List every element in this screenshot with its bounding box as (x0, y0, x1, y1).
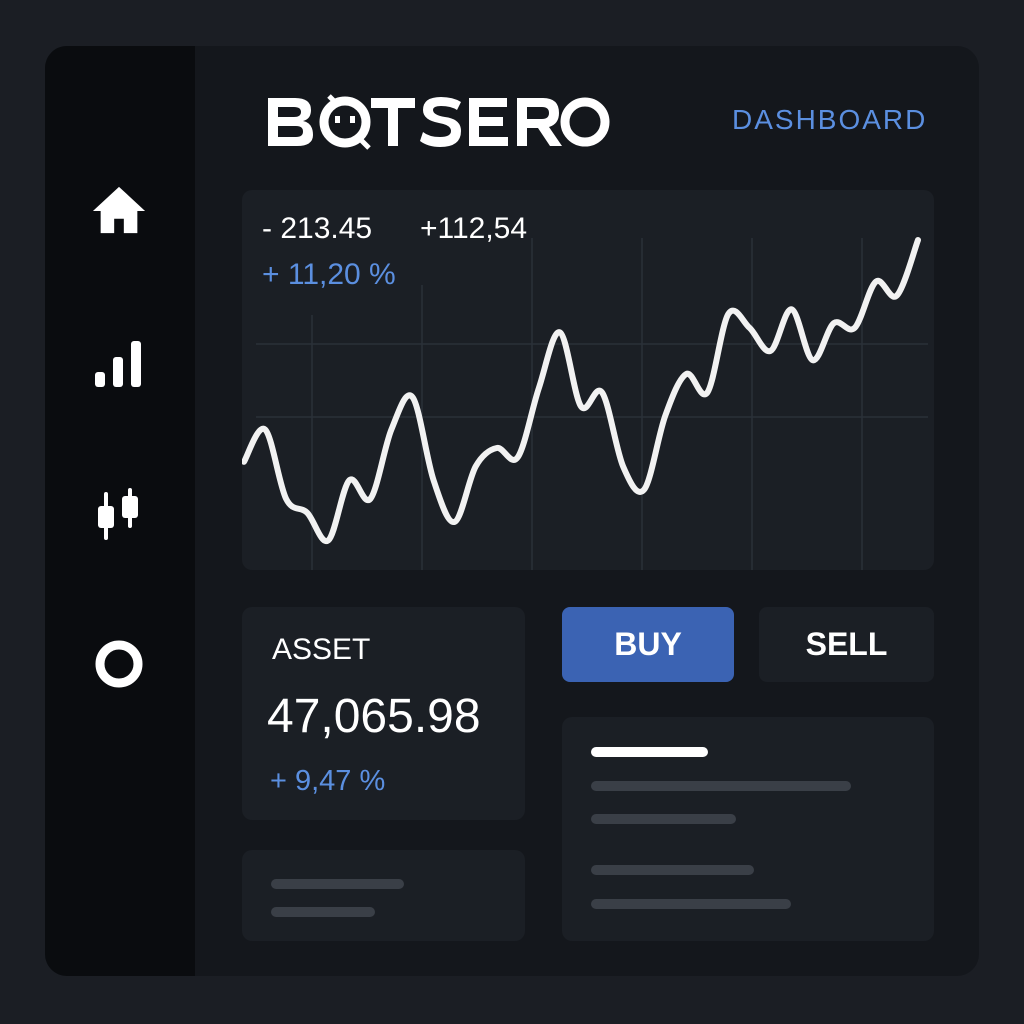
placeholder-card (242, 850, 525, 941)
asset-label: ASSET (272, 633, 371, 666)
change-negative: - 213.45 (262, 212, 373, 245)
sidebar (45, 46, 195, 976)
placeholder-line (591, 865, 754, 875)
placeholder-line (271, 879, 404, 889)
placeholder-heading (591, 747, 708, 757)
home-icon (92, 186, 146, 234)
sidebar-item-trading[interactable] (91, 486, 147, 542)
bar-chart-icon (95, 341, 141, 387)
price-chart: - 213.45 +112,54 + 11,20 % (242, 190, 934, 570)
placeholder-line (591, 899, 791, 909)
asset-value: 47,065.98 (267, 690, 481, 743)
sidebar-item-profile[interactable] (91, 636, 147, 692)
asset-change: + 9,47 % (270, 765, 386, 797)
candlestick-icon (98, 488, 138, 540)
chart-plot (242, 237, 928, 570)
buy-button[interactable]: BUY (562, 607, 734, 682)
brand-logo (268, 94, 610, 150)
sidebar-item-home[interactable] (91, 182, 147, 238)
price-series-line (242, 237, 921, 545)
app-window: DASHBOARD - 213.45 +112,54 + 11,20 % ASS… (45, 46, 979, 976)
change-positive: +112,54 (420, 212, 528, 245)
placeholder-line (271, 907, 375, 917)
dashboard-link[interactable]: DASHBOARD (732, 104, 928, 135)
sidebar-item-stats[interactable] (91, 336, 147, 392)
details-card (562, 717, 934, 941)
ring-icon (95, 640, 143, 688)
asset-card: ASSET 47,065.98 + 9,47 % (242, 607, 525, 820)
placeholder-line (591, 781, 851, 791)
sell-button[interactable]: SELL (759, 607, 934, 682)
change-percent: + 11,20 % (262, 258, 396, 291)
placeholder-line (591, 814, 736, 824)
